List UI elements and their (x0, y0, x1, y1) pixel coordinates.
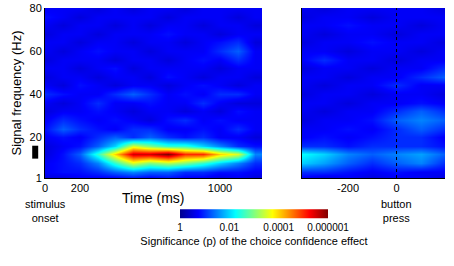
svg-text:0.000001: 0.000001 (307, 222, 349, 233)
svg-text:40: 40 (30, 88, 42, 100)
svg-text:0: 0 (393, 182, 399, 194)
svg-text:Signal frequency (Hz): Signal frequency (Hz) (9, 30, 24, 155)
svg-text:60: 60 (30, 45, 42, 57)
svg-text:0: 0 (42, 182, 48, 194)
svg-text:200: 200 (71, 182, 89, 194)
svg-text:-200: -200 (337, 182, 359, 194)
svg-text:0.0001: 0.0001 (263, 222, 294, 233)
svg-text:stimulusonset: stimulusonset (25, 198, 66, 224)
svg-text:20: 20 (30, 131, 42, 143)
svg-text:80: 80 (30, 2, 42, 14)
svg-text:1: 1 (36, 172, 42, 184)
svg-text:1: 1 (177, 222, 183, 233)
svg-text:Significance (p) of the choice: Significance (p) of the choice confidenc… (140, 235, 367, 247)
svg-text:Time (ms): Time (ms) (122, 190, 184, 206)
svg-text:buttonpress: buttonpress (381, 198, 412, 224)
svg-text:1000: 1000 (208, 182, 232, 194)
svg-text:0.01: 0.01 (220, 222, 240, 233)
